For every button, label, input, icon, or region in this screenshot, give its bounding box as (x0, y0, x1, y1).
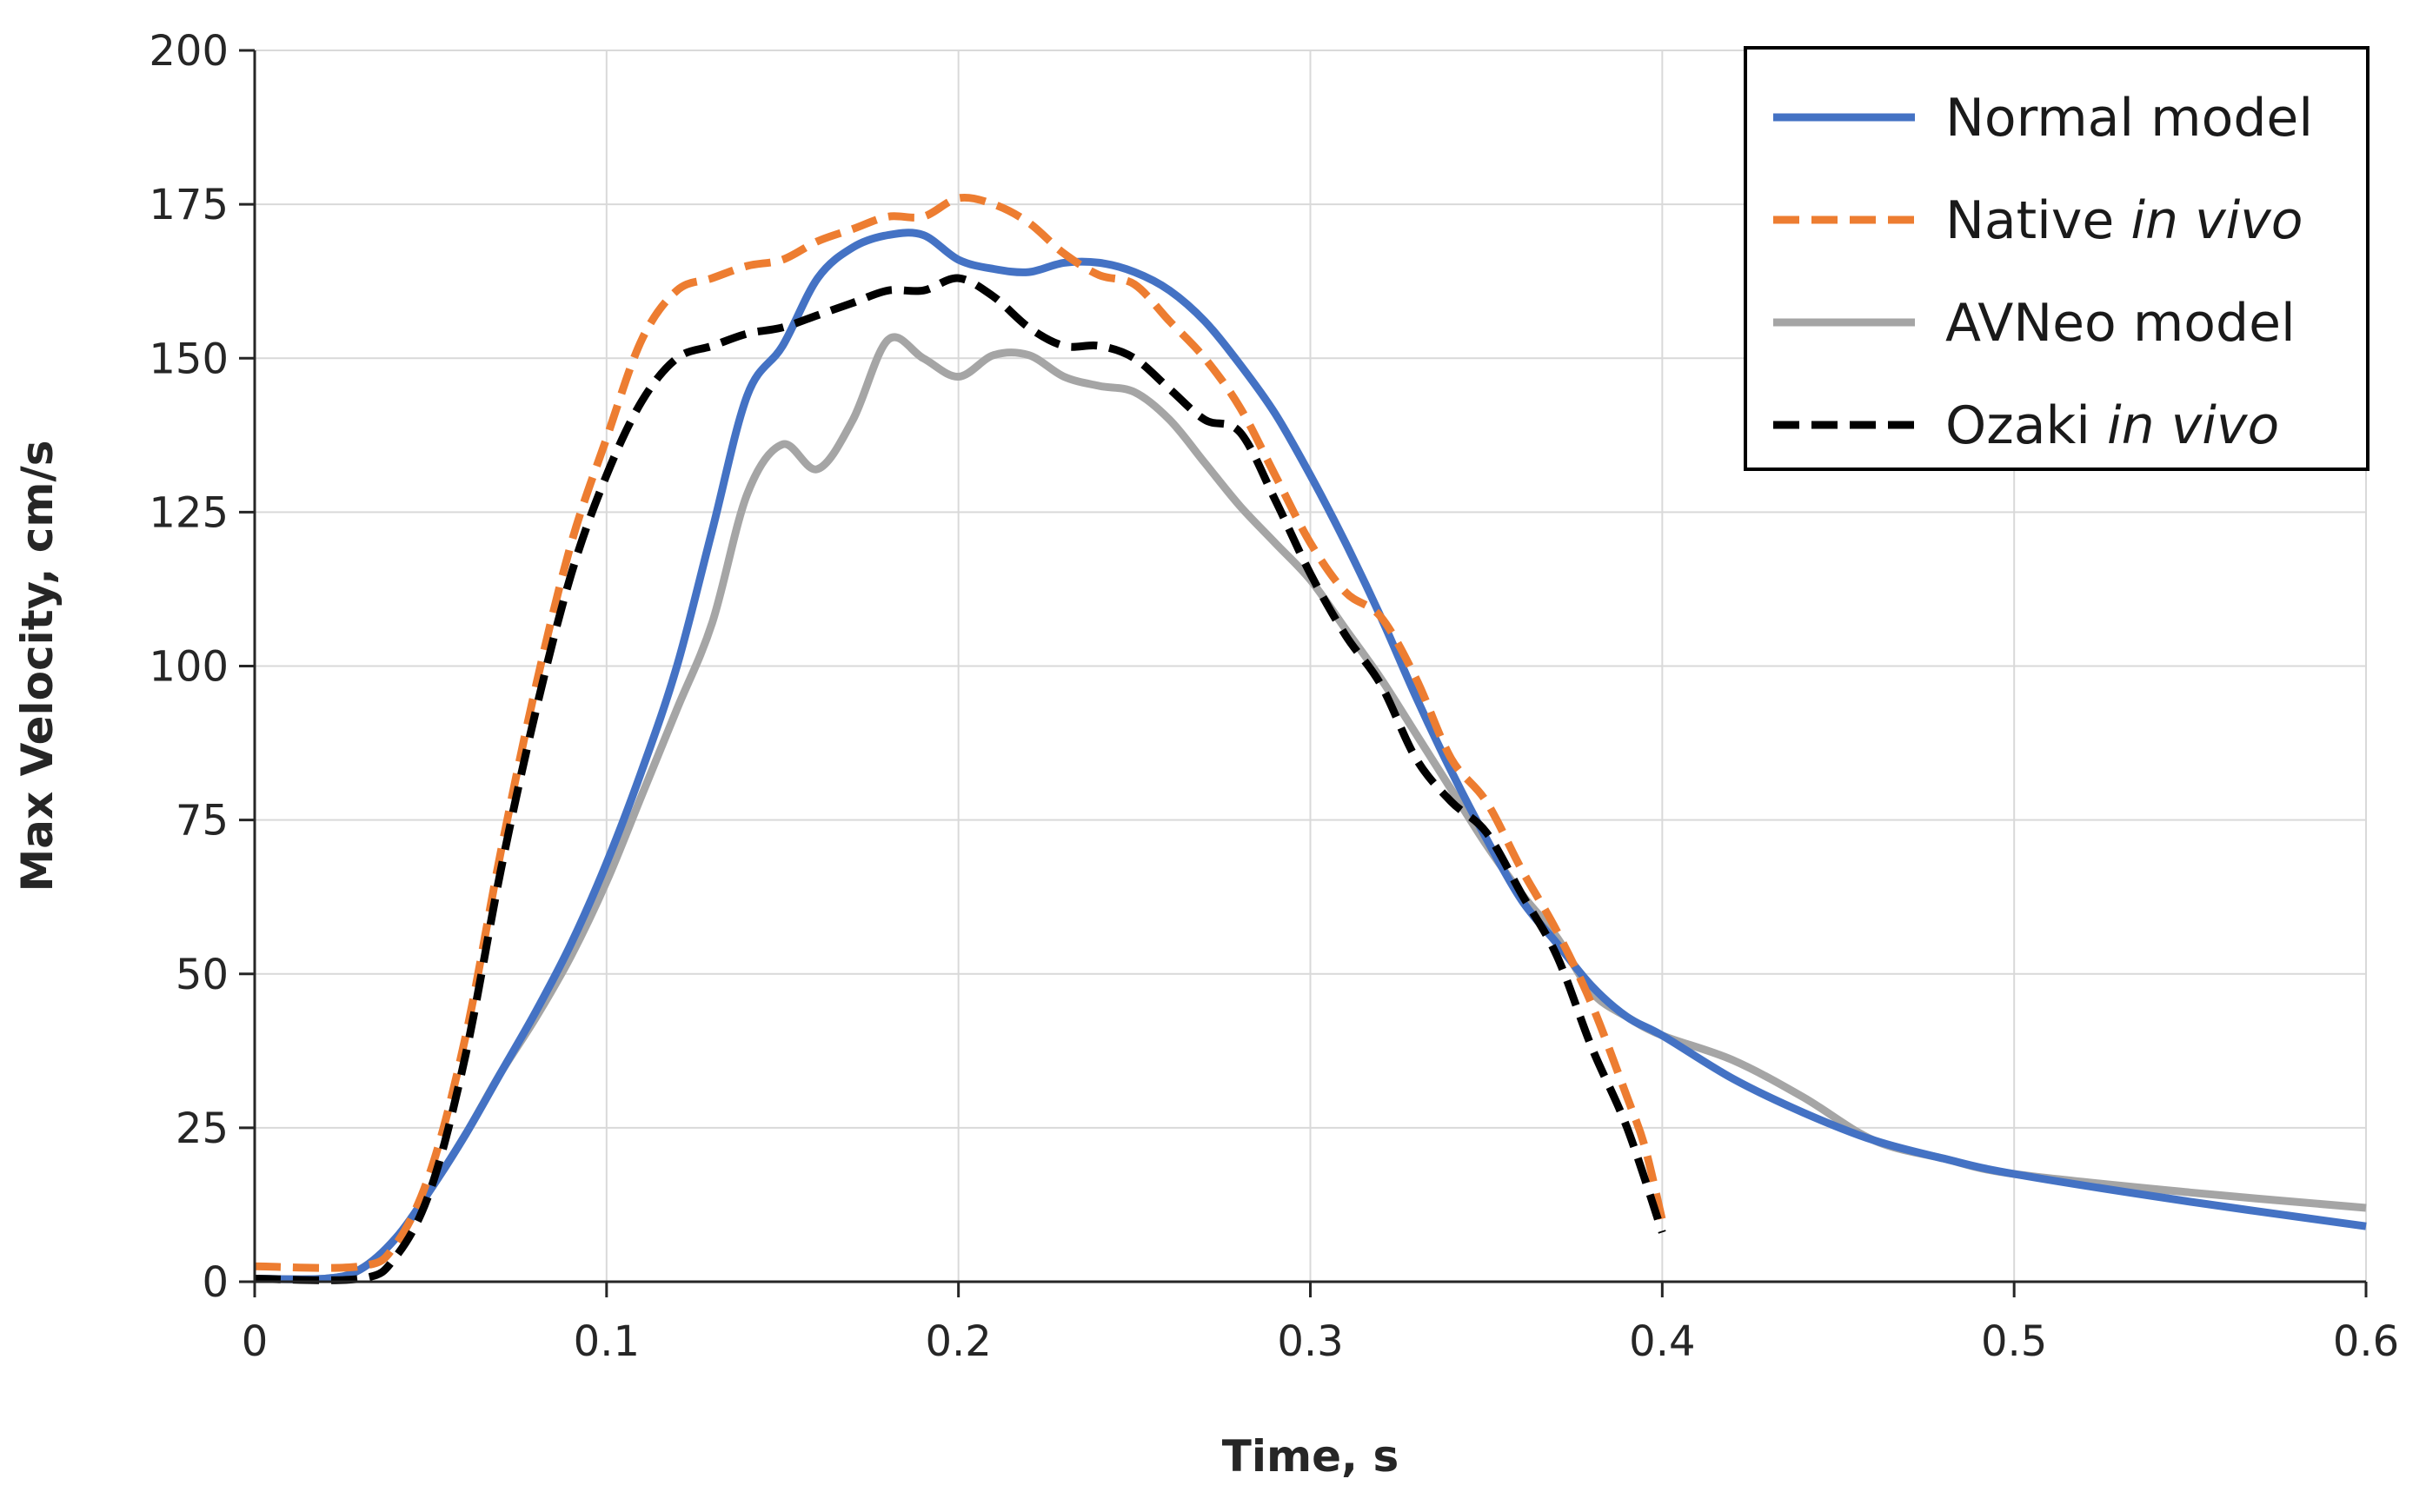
x-tick-label: 0.3 (1277, 1317, 1343, 1366)
series-line-ozaki-in-vivo (254, 274, 1666, 1284)
y-tick-label: 175 (149, 181, 229, 229)
tick-labels: 0 25 50 75 100 125 150 175 200 0 0.1 0.2 0.3 0.4 0.5 0.… (149, 27, 2399, 1366)
legend-label-normal-model: Normal model (1945, 88, 2313, 149)
series-lines (254, 193, 2367, 1284)
y-tick-label: 50 (176, 951, 229, 999)
x-tick-label: 0.2 (925, 1317, 991, 1366)
legend-label-native-in-vivo: Native in vivo (1945, 190, 2303, 251)
legend-label-avneo-model: AVNeo model (1945, 293, 2296, 354)
series-line-normal-model (254, 229, 2367, 1283)
x-axis-title: Time, s (1222, 1431, 1399, 1482)
y-tick-label: 200 (149, 27, 229, 76)
x-tick-label: 0 (242, 1317, 269, 1366)
y-tick-label: 125 (149, 488, 229, 537)
y-tick-label: 100 (149, 643, 229, 692)
gridlines (255, 50, 2367, 1282)
y-tick-label: 25 (176, 1104, 229, 1153)
x-tick-label: 0.5 (1981, 1317, 2047, 1366)
legend: Normal model Native in vivo AVNeo model Oza… (1744, 46, 2370, 471)
legend-label-ozaki-in-vivo: Ozaki in vivo (1945, 395, 2279, 456)
x-tick-label: 0.6 (2333, 1317, 2399, 1366)
y-axis-title: Max Velocity, cm/s (12, 440, 63, 892)
axes (239, 49, 2368, 1297)
y-tick-label: 0 (202, 1258, 229, 1307)
y-tick-label: 75 (176, 797, 229, 846)
x-tick-label: 0.4 (1629, 1317, 1695, 1366)
x-tick-label: 0.1 (574, 1317, 640, 1366)
series-line-native-in-vivo (254, 193, 1666, 1272)
y-tick-label: 150 (149, 335, 229, 383)
series-line-avneo-model (254, 333, 2367, 1283)
